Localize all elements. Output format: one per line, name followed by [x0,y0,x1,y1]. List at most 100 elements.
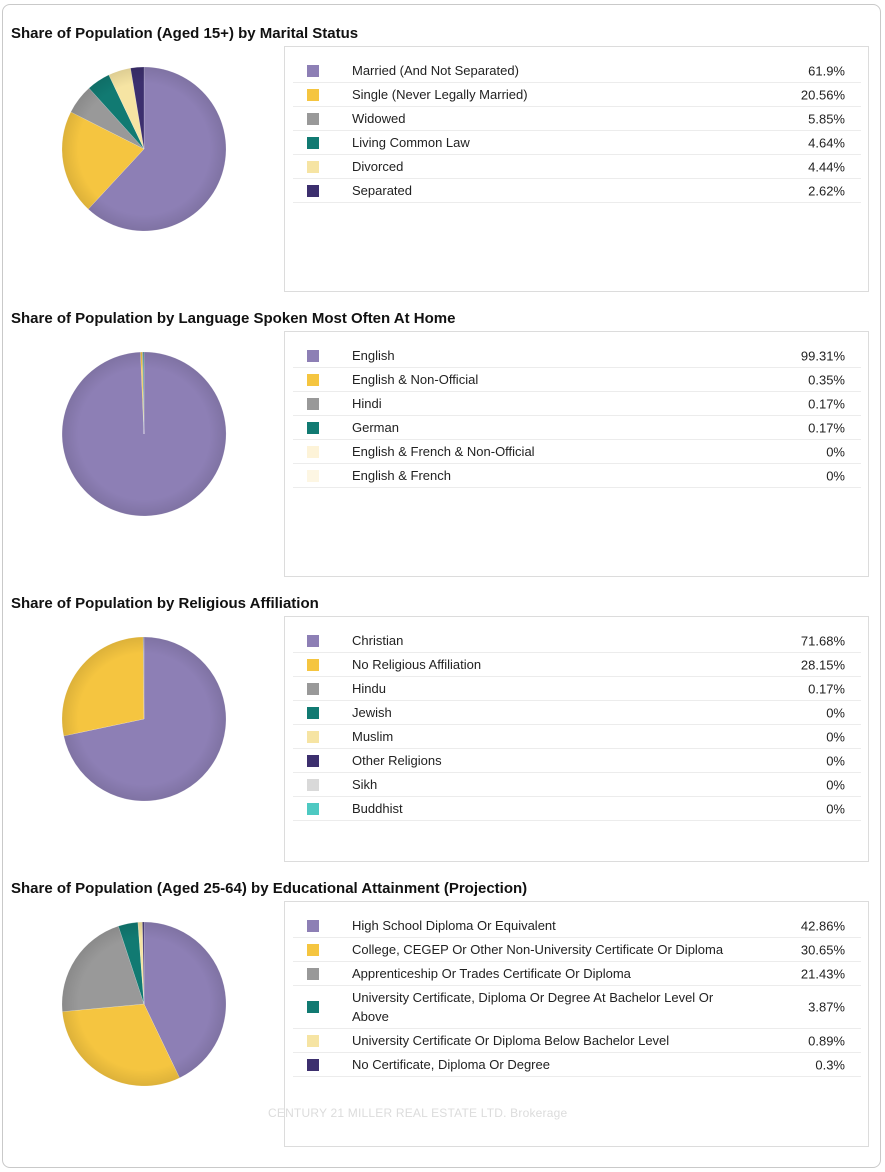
legend-swatch [307,1058,319,1071]
legend-value: 0% [826,705,845,720]
legend-label: Separated [352,183,412,198]
legend-row: Jewish 0% [293,701,861,725]
legend-label: Divorced [352,159,404,174]
legend-value: 28.15% [800,657,845,672]
legend-value: 0% [826,729,845,744]
chart-title: Share of Population by Religious Affilia… [11,595,319,612]
legend-swatch [307,349,319,362]
legend-value: 0.89% [808,1033,845,1048]
legend-rows: English 99.31% English & Non-Official 0.35%… [293,344,861,488]
legend-swatch [307,160,319,173]
pie-chart [61,636,227,802]
legend-row: Single (Never Legally Married) 20.56% [293,83,861,107]
legend-row: English & Non-Official 0.35% [293,368,861,392]
legend-swatch [307,184,319,197]
legend-value: 0.3% [815,1057,845,1072]
legend-label: Hindu [352,681,386,696]
legend-table: Married (And Not Separated) 61.9% Single (… [284,46,869,292]
pie-chart [61,921,227,1087]
legend-value: 0% [826,444,845,459]
legend-row: No Religious Affiliation 28.15% [293,653,861,677]
legend-row: Buddhist 0% [293,797,861,821]
chart-section-4: Share of Population (Aged 25-64) by Educ… [0,860,885,1147]
chart-section-3: Share of Population by Religious Affilia… [0,575,885,862]
legend-swatch [307,445,319,458]
legend-label: High School Diploma Or Equivalent [352,918,556,933]
legend-label: English & French [352,468,451,483]
legend-value: 0% [826,801,845,816]
legend-value: 3.87% [808,999,845,1015]
legend-swatch [307,112,319,125]
legend-row: German 0.17% [293,416,861,440]
legend-swatch [307,88,319,101]
legend-row: Sikh 0% [293,773,861,797]
pie-chart [61,66,227,232]
legend-row: Hindi 0.17% [293,392,861,416]
legend-row: University Certificate, Diploma Or Degre… [293,986,861,1029]
legend-label: Single (Never Legally Married) [352,87,528,102]
legend-swatch [307,634,319,647]
legend-value: 0% [826,468,845,483]
legend-value: 0.17% [808,420,845,435]
chart-section-2: Share of Population by Language Spoken M… [0,290,885,577]
legend-swatch [307,658,319,671]
legend-label: Hindi [352,396,382,411]
card-frame [2,4,881,1168]
legend-row: Separated 2.62% [293,179,861,203]
legend-swatch [307,1001,319,1013]
legend-row: Hindu 0.17% [293,677,861,701]
legend-swatch [307,373,319,386]
legend-label: Christian [352,633,404,648]
legend-swatch [307,64,319,77]
legend-rows: Christian 71.68% No Religious Affiliation 2… [293,629,861,821]
legend-swatch [307,967,319,980]
legend-label: Muslim [352,729,394,744]
legend-row: English 99.31% [293,344,861,368]
legend-value: 99.31% [800,348,845,363]
legend-row: No Certificate, Diploma Or Degree 0.3% [293,1053,861,1077]
pie-chart [61,351,227,517]
legend-value: 0% [826,753,845,768]
legend-row: Married (And Not Separated) 61.9% [293,59,861,83]
legend-swatch [307,469,319,482]
legend-label: Living Common Law [352,135,470,150]
chart-title: Share of Population by Language Spoken M… [11,310,456,327]
legend-value: 2.62% [808,183,845,198]
legend-value: 42.86% [800,918,845,933]
legend-label: English & French & Non-Official [352,444,535,459]
legend-label: No Certificate, Diploma Or Degree [352,1057,550,1072]
legend-row: Other Religions 0% [293,749,861,773]
legend-label: English [352,348,395,363]
legend-value: 20.56% [800,87,845,102]
pie-shading [62,922,226,1086]
legend-label: Widowed [352,111,406,126]
chart-section-1: Share of Population (Aged 15+) by Marita… [0,5,885,292]
legend-swatch [307,682,319,695]
legend-label: English & Non-Official [352,372,479,387]
legend-row: Muslim 0% [293,725,861,749]
legend-label: Jewish [352,705,392,720]
legend-row: Widowed 5.85% [293,107,861,131]
legend-rows: Married (And Not Separated) 61.9% Single (… [293,59,861,203]
legend-swatch [307,802,319,815]
legend-label: Buddhist [352,801,403,816]
legend-swatch [307,778,319,791]
legend-swatch [307,397,319,410]
legend-row: High School Diploma Or Equivalent 42.86% [293,914,861,938]
legend-value: 5.85% [808,111,845,126]
legend-label: German [352,420,399,435]
legend-value: 61.9% [808,63,845,78]
legend-table: High School Diploma Or Equivalent 42.86% C… [284,901,869,1147]
legend-value: 4.64% [808,135,845,150]
legend-value: 0% [826,777,845,792]
chart-title: Share of Population (Aged 25-64) by Educ… [11,880,528,897]
legend-rows: High School Diploma Or Equivalent 42.86% C… [293,914,861,1077]
legend-label: University Certificate, Diploma Or Degre… [352,990,714,1024]
legend-label: No Religious Affiliation [352,657,482,672]
legend-swatch [307,943,319,956]
pie-shading [62,637,226,801]
legend-label: Married (And Not Separated) [352,63,519,78]
legend-row: Apprenticeship Or Trades Certificate Or … [293,962,861,986]
legend-row: Christian 71.68% [293,629,861,653]
legend-label: Other Religions [352,753,442,768]
